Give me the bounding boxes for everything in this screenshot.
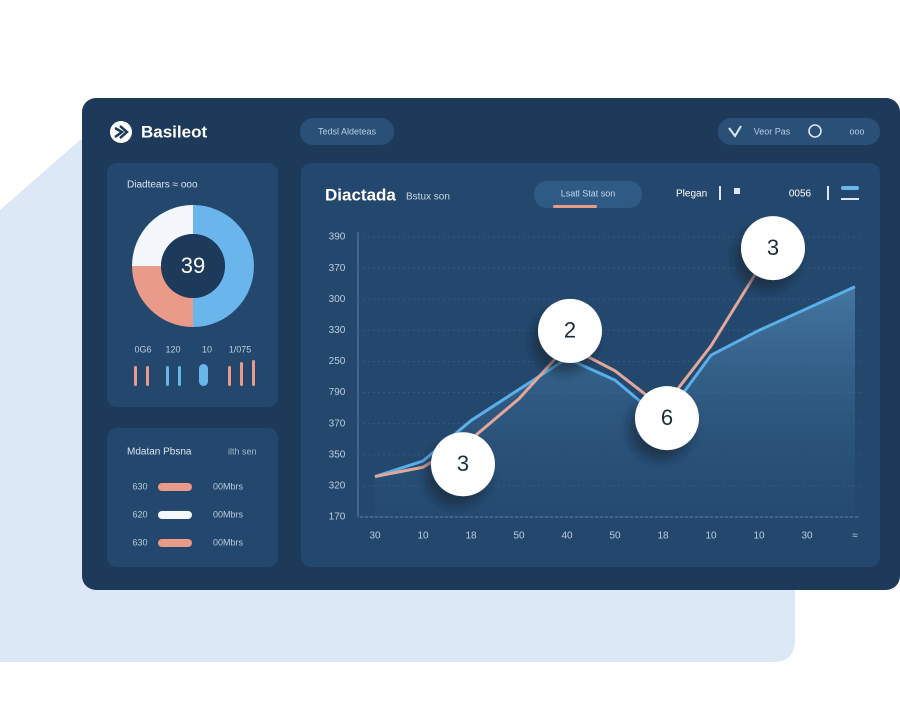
y-tick-label: 330 [329, 325, 346, 336]
user-box[interactable] [718, 118, 880, 145]
row-value: 00Mbrs [213, 509, 244, 519]
check-icon [728, 125, 742, 138]
donut-legend: 10 [202, 344, 212, 354]
y-tick-label: 370 [329, 418, 346, 429]
row-bar [158, 483, 192, 491]
x-tick-label: 50 [609, 531, 621, 542]
tab[interactable] [534, 181, 642, 208]
brand: Basileot [141, 122, 207, 141]
x-tick-label: 18 [657, 531, 669, 542]
x-tick-label: 30 [801, 531, 813, 542]
donut-center: 39 [181, 253, 205, 278]
chart-title: Diactada [325, 185, 396, 204]
y-tick-label: 350 [329, 449, 346, 460]
row-label: 630 [132, 481, 147, 491]
callout [538, 298, 602, 363]
donut-segment [132, 266, 193, 327]
list-subtitle: ilth sen [228, 446, 257, 456]
filter-icon[interactable] [734, 188, 740, 194]
row-value: 00Mbrs [213, 537, 244, 547]
y-tick-label: 250 [329, 356, 346, 367]
row-label: 620 [132, 509, 147, 519]
y-tick-label: 390 [329, 232, 346, 243]
row-bar [158, 539, 192, 547]
y-tick-label: 790 [329, 387, 346, 398]
y-tick-label: 170 [329, 512, 346, 523]
divider [719, 186, 721, 200]
row-bar [158, 511, 192, 519]
donut-legend: 0G6 [134, 344, 151, 354]
callout-label: 3 [457, 451, 469, 476]
logo-mark [114, 125, 129, 139]
donut-title: Diadtears ≈ ooo [127, 180, 198, 191]
row-label: 630 [132, 537, 147, 547]
donut-legend: 1/075 [229, 344, 252, 354]
x-tick-label: 10 [705, 531, 717, 542]
chart-subtitle: Bstux son [406, 192, 450, 203]
tab-label: Lsatl Stat son [561, 188, 616, 198]
x-tick-label: 10 [753, 531, 765, 542]
callout-label: 3 [767, 235, 779, 260]
x-tick-label: 18 [465, 531, 477, 542]
row-value: 00Mbrs [213, 481, 244, 491]
search-box[interactable] [300, 118, 394, 145]
x-tick-label: ≈ [852, 531, 858, 542]
callout-label: 2 [564, 318, 576, 343]
donut-legend: 120 [165, 344, 180, 354]
mini-bar [178, 366, 181, 386]
range-label[interactable]: 0056 [789, 189, 812, 200]
x-tick-label: 30 [369, 531, 381, 542]
mini-bar [146, 366, 149, 386]
search-text: Tedsl Aldeteas [318, 126, 377, 136]
y-tick-label: 320 [329, 481, 346, 492]
mini-bar [166, 366, 169, 386]
range-icon[interactable] [841, 198, 859, 200]
y-tick-label: 370 [329, 263, 346, 274]
x-tick-label: 50 [513, 531, 525, 542]
donut-hole [161, 234, 225, 298]
divider [827, 186, 829, 200]
menu[interactable]: ooo [849, 126, 864, 136]
list-panel [107, 428, 278, 567]
donut-segment [193, 205, 254, 327]
mini-bar [240, 362, 243, 386]
tab-underline [553, 205, 597, 208]
callout [741, 216, 805, 281]
settings-icon[interactable] [808, 124, 822, 138]
mini-bar [199, 364, 208, 386]
y-tick-label: 300 [329, 294, 346, 305]
donut-segment [132, 205, 193, 266]
filter-label[interactable]: Plegan [676, 189, 707, 200]
mini-bar [228, 366, 231, 386]
user-name: Veor Pas [754, 126, 791, 136]
mini-bar [134, 366, 137, 386]
x-tick-label: 10 [417, 531, 429, 542]
list-title: Mdatan Pbsna [127, 447, 192, 458]
mini-bar [252, 360, 255, 386]
callout [431, 432, 495, 497]
range-icon[interactable] [841, 186, 859, 190]
callout-label: 6 [661, 405, 673, 430]
x-tick-label: 40 [561, 531, 573, 542]
callout [635, 386, 699, 451]
